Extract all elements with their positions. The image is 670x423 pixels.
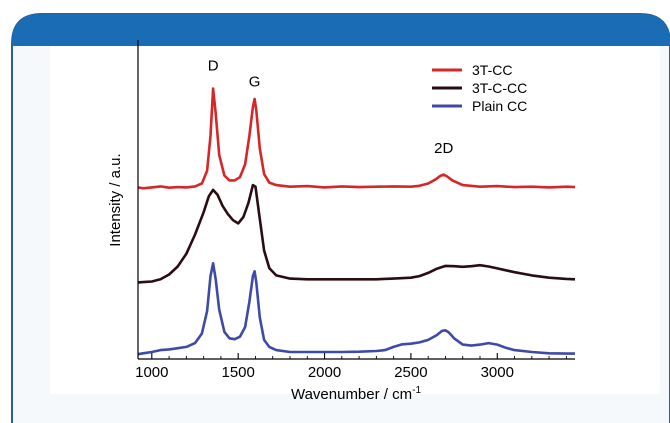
x-tick-label-3000: 3000 [481, 364, 514, 381]
y-axis-label: Intensity / a.u. [107, 153, 124, 246]
peak-annotations: D G 2D [208, 57, 454, 157]
x-axis-label-superscript: -1 [412, 385, 421, 396]
peak-label-g: G [249, 73, 261, 90]
title-banner [12, 14, 670, 46]
series-layer [137, 87, 576, 356]
legend-label-3t-cc: 3T-CC [472, 62, 512, 78]
legend-label-3t-c-cc: 3T-C-CC [472, 80, 527, 96]
x-tick-label-1500: 1500 [221, 364, 254, 381]
x-tick-label-2000: 2000 [308, 364, 341, 381]
peak-label-2d: 2D [434, 140, 453, 157]
peak-label-d: D [208, 57, 219, 74]
x-tick-label-2500: 2500 [394, 364, 427, 381]
plot-area-background [50, 46, 660, 394]
series-line-plain-cc [137, 262, 575, 356]
legend: 3T-CC 3T-C-CC Plain CC [432, 62, 527, 114]
legend-label-plain-cc: Plain CC [472, 98, 527, 114]
axes-layer [137, 40, 575, 360]
series-line-3t-c-cc [137, 183, 576, 284]
x-axis-label: Wavenumber / cm-1 [291, 385, 421, 403]
x-ticks: 1000 1500 2000 2500 3000 [135, 353, 567, 381]
series-line-3t-cc [137, 87, 576, 190]
x-tick-label-1000: 1000 [135, 364, 168, 381]
